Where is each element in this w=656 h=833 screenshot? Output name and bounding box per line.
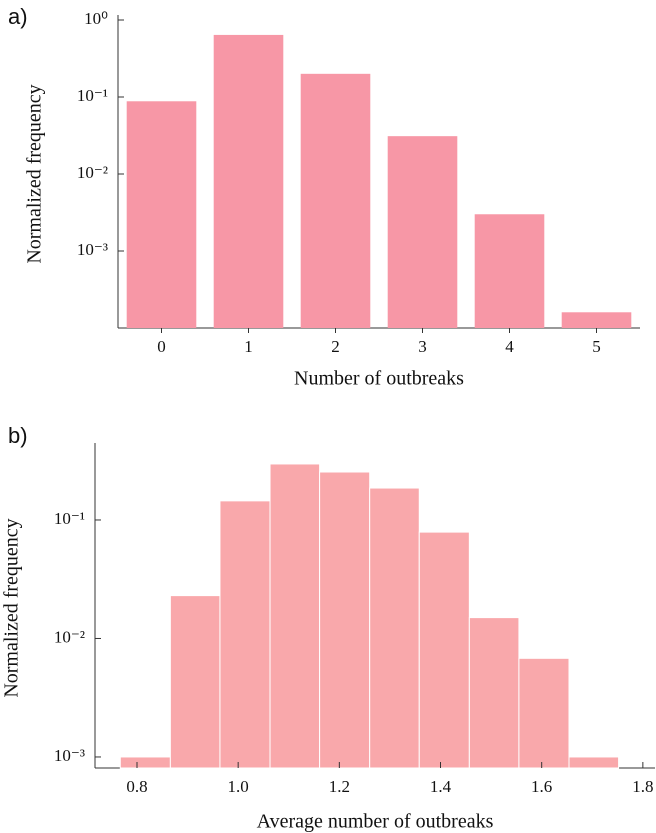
bar <box>126 101 197 328</box>
panel-label: b) <box>8 423 28 448</box>
y-tick-label: 10⁻² <box>77 163 108 182</box>
histogram-bar <box>119 756 171 769</box>
bar <box>300 73 371 328</box>
bar <box>561 312 632 328</box>
histogram-bar <box>468 617 520 769</box>
histogram-bar <box>219 500 271 769</box>
y-tick-label: 10⁻³ <box>77 240 108 259</box>
x-tick-label: 1.8 <box>632 777 653 796</box>
x-tick-label: 1.0 <box>228 777 249 796</box>
panel-label: a) <box>8 4 28 29</box>
histogram-bar <box>319 471 371 769</box>
histogram-bar <box>169 595 221 769</box>
bar <box>474 214 545 328</box>
y-tick-label: 10⁻¹ <box>77 86 108 105</box>
x-tick-label: 2 <box>331 337 340 356</box>
x-tick-label: 1.2 <box>329 777 350 796</box>
y-tick-label: 10⁰ <box>84 9 108 28</box>
x-tick-label: 3 <box>418 337 427 356</box>
x-tick-label: 5 <box>592 337 601 356</box>
bar <box>387 136 458 328</box>
x-axis-label: Average number of outbreaks <box>257 811 494 833</box>
y-axis-label: Normalized frequency <box>24 84 46 263</box>
y-tick-label: 10⁻² <box>54 627 85 646</box>
histogram-bar <box>418 531 470 769</box>
histogram-bar <box>568 756 620 769</box>
y-tick-label: 10⁻³ <box>54 746 85 765</box>
x-tick-label: 1.6 <box>531 777 552 796</box>
x-axis-label: Number of outbreaks <box>294 368 464 390</box>
x-tick-label: 0 <box>157 337 166 356</box>
y-tick-label: 10⁻¹ <box>54 509 85 528</box>
x-tick-label: 1 <box>244 337 253 356</box>
histogram-bar <box>369 487 420 769</box>
x-tick-label: 4 <box>505 337 514 356</box>
y-axis-label: Normalized frequency <box>1 518 23 697</box>
x-tick-label: 1.4 <box>430 777 452 796</box>
bar <box>213 34 284 329</box>
x-tick-label: 0.8 <box>126 777 147 796</box>
histogram-bar <box>269 463 321 769</box>
histogram-bar <box>518 657 570 769</box>
